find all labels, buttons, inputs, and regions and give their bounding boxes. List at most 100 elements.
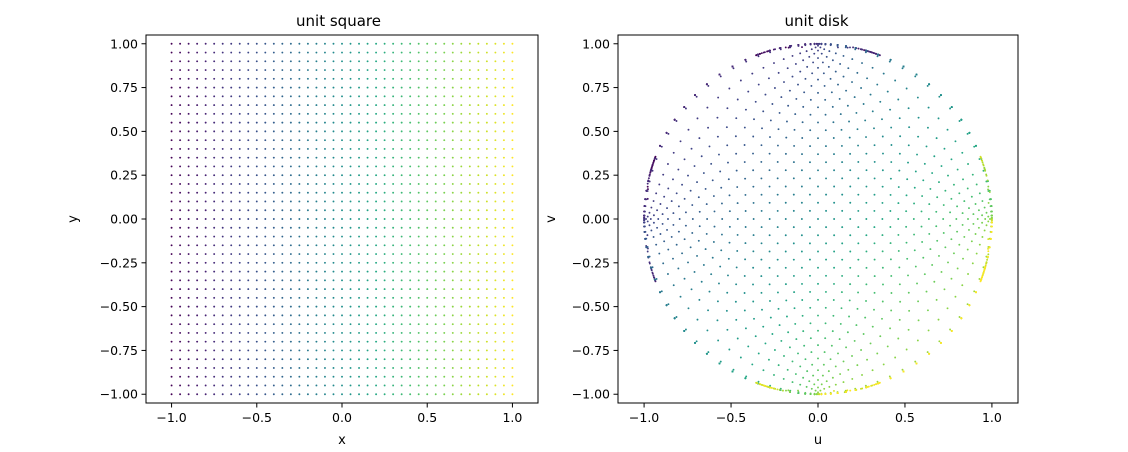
data-point [434, 349, 437, 352]
data-point [264, 104, 267, 107]
data-point [392, 95, 395, 98]
data-point [298, 165, 301, 168]
data-point [375, 314, 378, 317]
data-point [179, 375, 182, 378]
data-point [451, 139, 454, 142]
data-point [820, 383, 823, 386]
data-point [990, 210, 993, 213]
data-point [672, 257, 674, 260]
data-point [324, 261, 326, 264]
data-point [204, 393, 207, 396]
data-point [662, 262, 665, 265]
data-point [426, 191, 429, 194]
data-point [298, 130, 301, 133]
data-point [468, 253, 471, 255]
data-point [511, 200, 514, 203]
data-point [196, 296, 199, 299]
data-point [392, 340, 395, 343]
data-point [967, 218, 969, 220]
data-point [196, 270, 199, 273]
data-point [238, 296, 241, 299]
data-point [247, 331, 250, 334]
data-point [213, 384, 216, 387]
data-point [494, 323, 497, 326]
data-point [349, 209, 352, 212]
data-point [881, 218, 884, 220]
data-point [736, 337, 739, 340]
data-point [494, 253, 497, 255]
data-point [922, 179, 925, 182]
data-point [736, 250, 739, 252]
data-point [801, 153, 803, 156]
data-point [468, 174, 471, 177]
data-point [324, 340, 326, 343]
data-point [238, 323, 241, 326]
data-point [787, 46, 790, 49]
data-point [728, 87, 731, 90]
data-point [366, 69, 369, 72]
data-point [230, 270, 233, 273]
data-point [230, 183, 233, 185]
data-point [392, 244, 395, 247]
data-point [272, 296, 275, 299]
data-point [494, 174, 497, 177]
data-point [837, 83, 839, 86]
data-point [708, 145, 711, 148]
data-point [434, 200, 437, 203]
data-point [204, 367, 207, 369]
data-point [801, 121, 804, 124]
data-point [400, 253, 403, 255]
data-point [170, 174, 173, 177]
data-point [434, 86, 437, 89]
data-point [853, 339, 856, 342]
data-point [804, 44, 807, 47]
data-point [426, 165, 429, 168]
data-point [468, 393, 471, 396]
data-point [675, 243, 678, 246]
data-point [760, 193, 763, 196]
data-point [691, 218, 694, 220]
data-point [502, 86, 505, 89]
x-tick-label: 0.5 [417, 410, 437, 425]
data-point [468, 69, 471, 72]
data-point [196, 95, 199, 98]
data-point [341, 340, 343, 343]
data-point [502, 288, 505, 291]
data-point [179, 130, 182, 133]
data-point [933, 280, 936, 283]
data-point [349, 226, 352, 229]
data-point [298, 323, 301, 326]
data-point [341, 69, 343, 72]
data-point [358, 130, 360, 133]
data-point [179, 244, 182, 247]
data-point [417, 104, 420, 107]
data-point [204, 139, 207, 142]
x-axis-ticks: −1.0 −0.5 0.0 0.5 1.0 [156, 403, 522, 425]
data-point [477, 384, 480, 387]
data-point [349, 358, 352, 361]
data-point [511, 183, 514, 185]
data-point [780, 339, 783, 342]
data-point [341, 244, 343, 247]
data-point [744, 193, 747, 196]
data-point [813, 392, 816, 395]
data-point [221, 183, 224, 185]
data-point [889, 210, 892, 212]
data-point [950, 329, 953, 332]
data-point [196, 130, 199, 133]
data-point [247, 375, 250, 378]
data-point [247, 244, 250, 247]
data-point [451, 296, 454, 299]
data-point [760, 242, 763, 245]
data-point [757, 380, 760, 383]
data-point [451, 288, 454, 291]
data-point [306, 349, 309, 352]
data-point [950, 158, 953, 161]
data-point [851, 81, 853, 83]
data-point [916, 339, 919, 342]
data-point [987, 188, 990, 191]
data-point [247, 367, 250, 369]
data-point [366, 86, 369, 89]
data-point [349, 393, 352, 396]
data-point [886, 90, 889, 93]
